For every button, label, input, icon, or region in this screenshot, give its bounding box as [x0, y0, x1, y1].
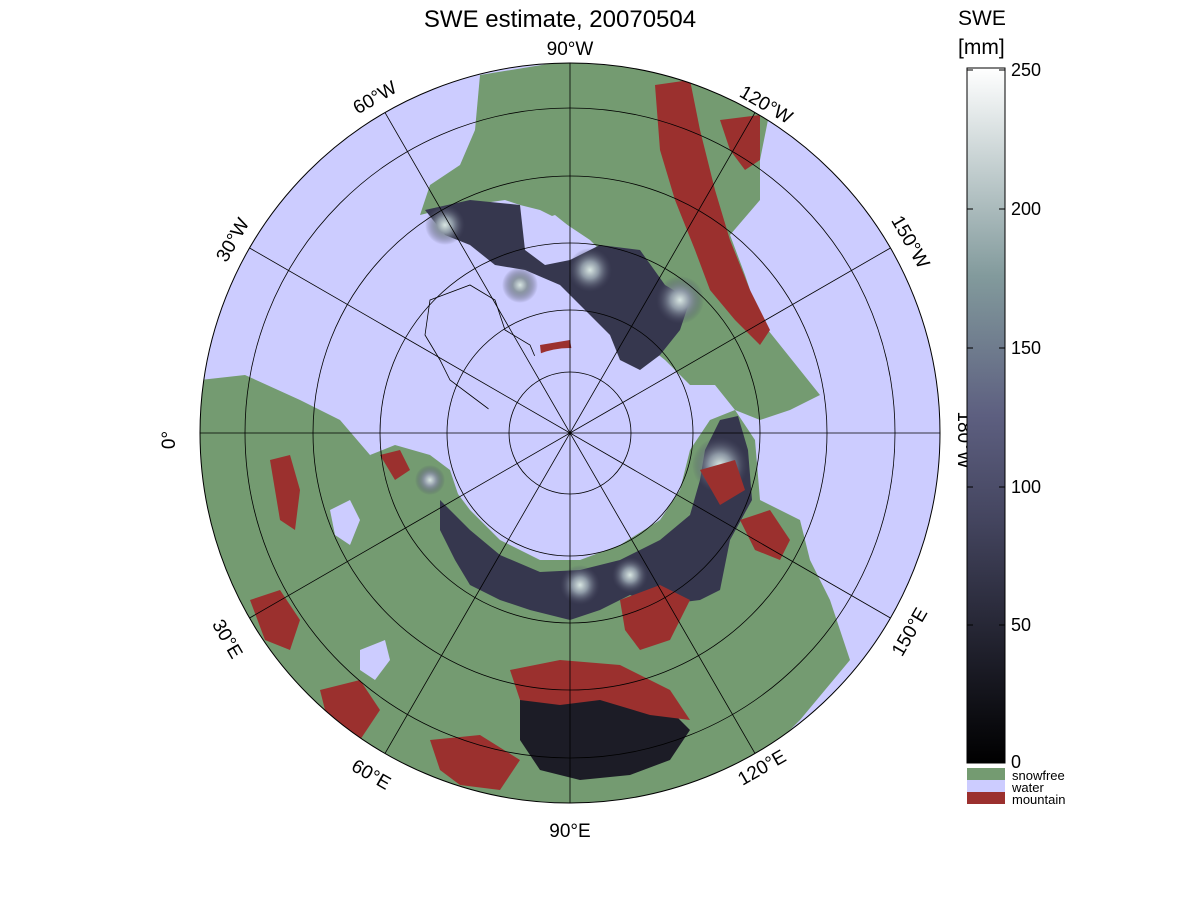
swe-hotspot — [425, 205, 465, 245]
label-60e: 60°E — [348, 756, 394, 795]
label-90w: 90°W — [547, 39, 594, 60]
swe-hotspot — [568, 248, 612, 292]
graticule — [200, 63, 940, 803]
colorbar-tick-label: 100 — [1011, 477, 1042, 497]
colorbar-tick-label: 250 — [1011, 60, 1042, 80]
label-0: 0° — [159, 431, 180, 449]
north-america-snowpack — [425, 200, 690, 370]
colorbar-title-line1: SWE — [958, 7, 1006, 30]
colorbar-tick-label: 200 — [1011, 199, 1042, 219]
eurasia-snowpack — [440, 416, 752, 620]
swe-hotspot — [656, 276, 704, 324]
colorbar-tick-label: 50 — [1011, 615, 1032, 635]
colorbar-tick-label: 150 — [1011, 338, 1042, 358]
category-swatch-water — [967, 780, 1005, 792]
colorbar — [966, 67, 1006, 804]
baltic-sea — [330, 500, 360, 545]
category-swatch-mountain — [967, 792, 1005, 804]
colorbar-title-line2: [mm] — [958, 36, 1005, 59]
label-30e: 30°E — [207, 616, 246, 662]
category-label-water: water — [1012, 780, 1044, 795]
label-90e: 90°E — [549, 821, 590, 842]
map-frame — [199, 62, 941, 804]
mountain-regions — [250, 80, 790, 790]
category-label-mountain: mountain — [1012, 792, 1066, 807]
label-150e: 150°E — [888, 604, 932, 660]
swe-hotspot — [560, 565, 600, 605]
colorbar-ticks — [967, 69, 1005, 764]
colorbar-tick-label: 0 — [1011, 752, 1022, 772]
colorbar-title: SWE [mm] — [958, 4, 1006, 62]
map-title: SWE estimate, 20070504 — [423, 6, 697, 33]
category-label-snowfree: snowfree — [1012, 768, 1065, 783]
swe-hotspot — [612, 557, 648, 593]
hudson-bay — [525, 215, 580, 265]
category-swatch-snowfree — [967, 768, 1005, 780]
swe-hotspot — [415, 465, 445, 495]
polar-map — [200, 63, 940, 803]
north-america-landmass — [420, 63, 820, 420]
colorbar-gradient — [966, 67, 1006, 764]
meridian — [249, 247, 891, 619]
swe-hotspot — [502, 267, 538, 303]
inland-sea — [360, 640, 390, 680]
